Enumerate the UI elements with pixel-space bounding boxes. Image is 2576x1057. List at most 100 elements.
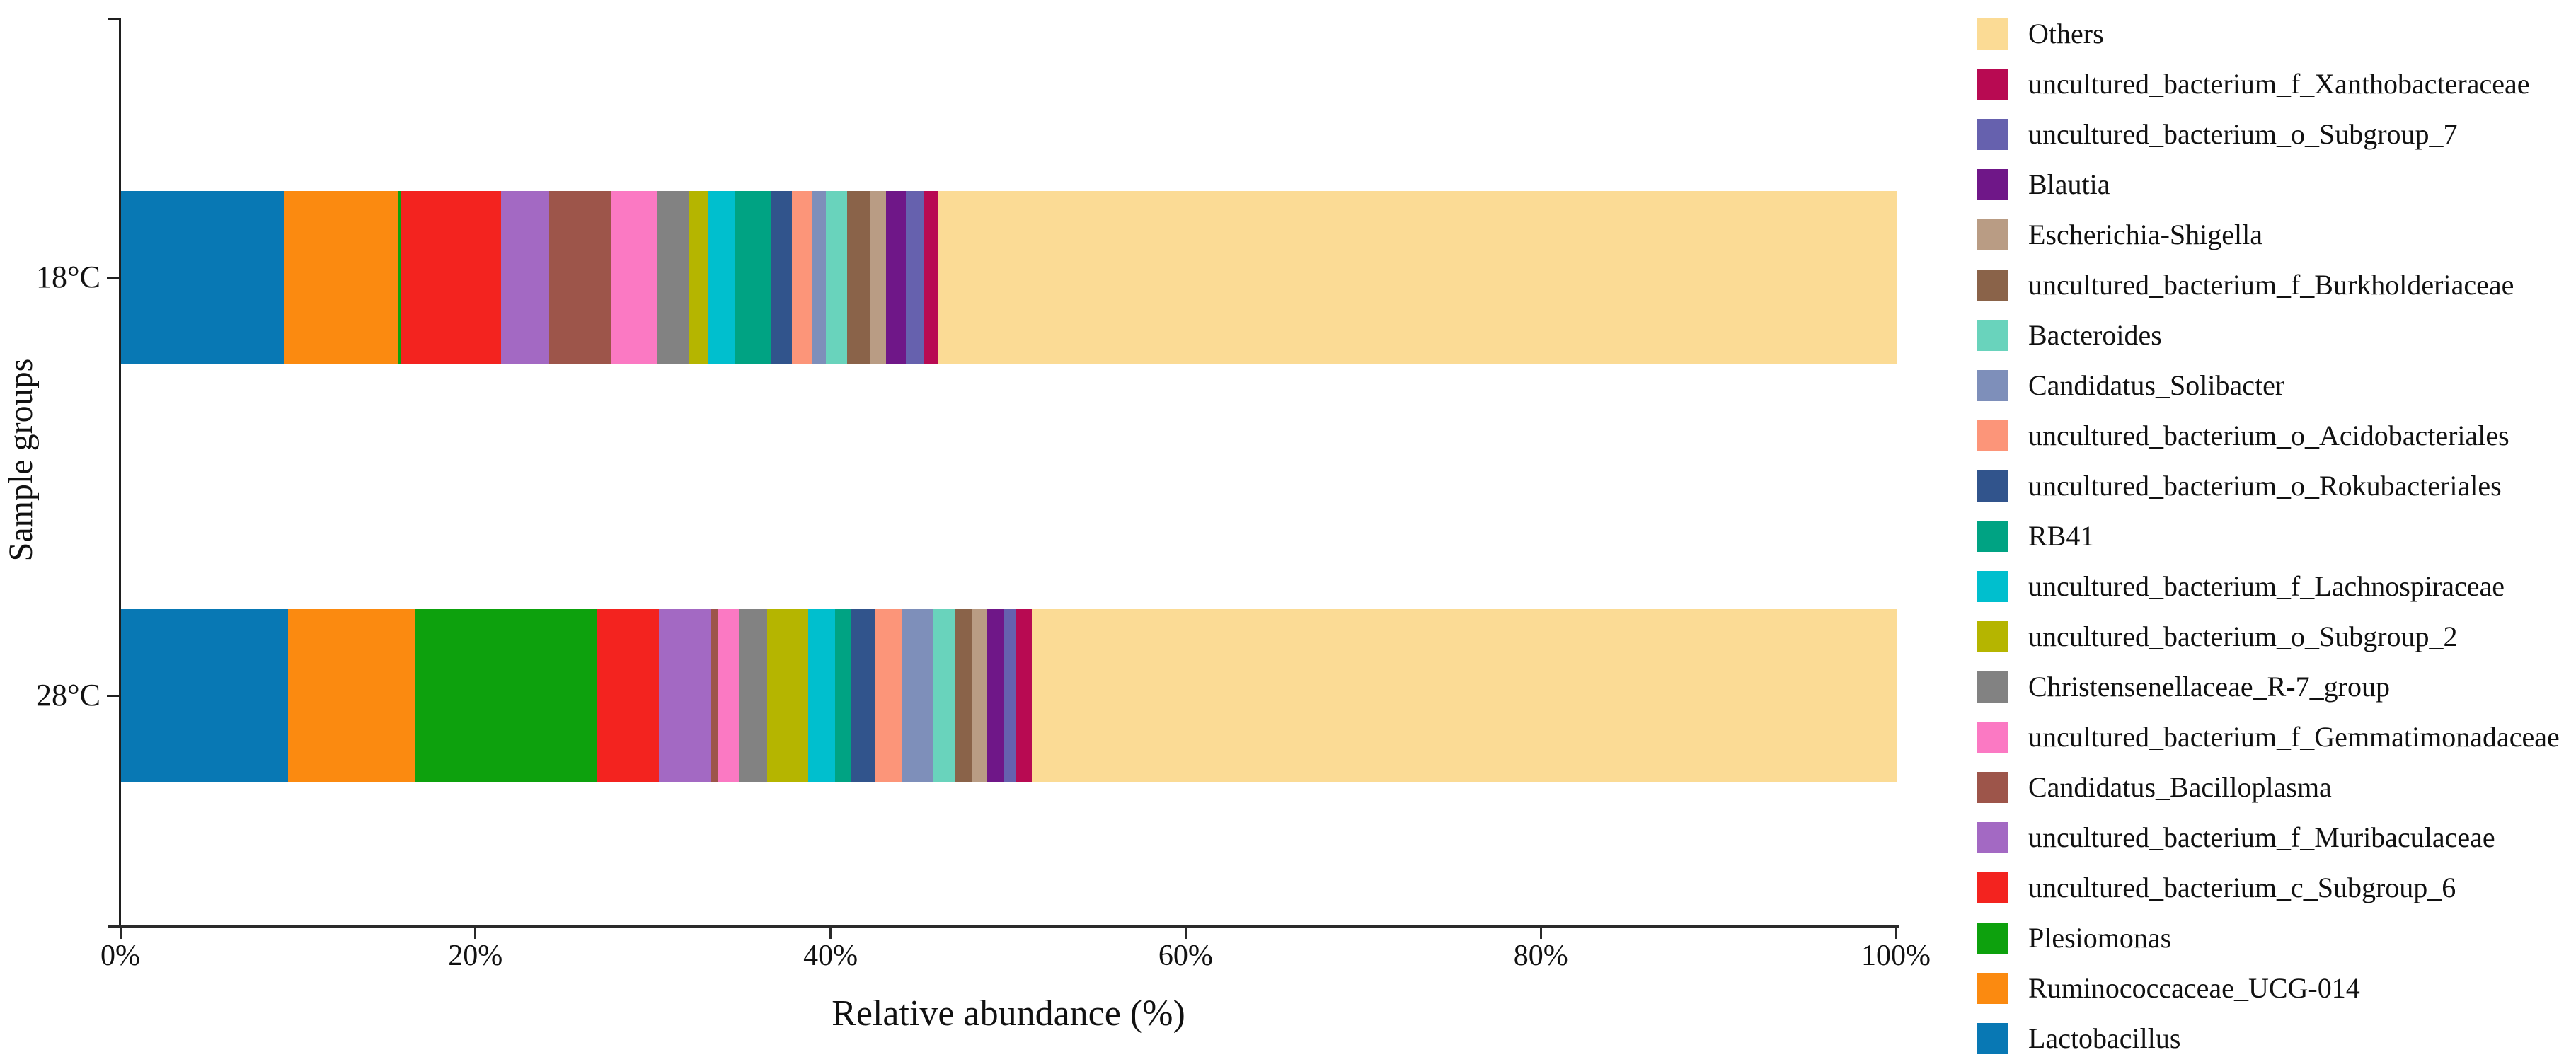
bar-segment-uncultured-bacterium-o-acidobacteriales [875,609,902,782]
bar-segment-escherichia-shigella [870,191,887,364]
y-tick-label-18-c: 18°C [36,260,100,294]
legend-label: uncultured_bacterium_o_Subgroup_7 [2028,117,2458,150]
bar-segment-uncultured-bacterium-o-acidobacteriales [792,191,812,364]
legend-item-uncultured-bacterium-o-acidobacteriales: uncultured_bacterium_o_Acidobacteriales [1977,410,2560,461]
x-axis-line [108,925,1899,928]
legend-swatch-escherichia-shigella [1977,219,2008,250]
bar-segment-blautia [987,609,1004,782]
legend-label: uncultured_bacterium_c_Subgroup_6 [2028,871,2456,903]
bar-segment-others [937,191,1897,364]
legend-swatch-uncultured-bacterium-o-subgroup-2 [1977,620,2008,652]
x-tick-label-60: 60% [1158,940,1213,972]
legend-item-lactobacillus: Lactobacillus [1977,1013,2560,1057]
legend-item-ruminococcaceae-ucg-014: Ruminococcaceae_UCG-014 [1977,963,2560,1013]
bar-row-18-c [121,191,1897,364]
legend-swatch-christensenellaceae-r-7-group [1977,671,2008,703]
legend-label: Blautia [2028,168,2110,200]
bar-segment-uncultured-bacterium-o-subgroup-7 [1003,609,1016,782]
x-tick-label-100: 100% [1861,940,1931,972]
bar-segment-ruminococcaceae-ucg-014 [287,609,416,782]
legend-label: Plesiomonas [2028,921,2172,954]
legend-label: RB41 [2028,519,2095,552]
legend-label: Bacteroides [2028,318,2162,351]
legend-item-others: Others [1977,8,2560,59]
legend-item-uncultured-bacterium-f-lachnospiraceae: uncultured_bacterium_f_Lachnospiraceae [1977,561,2560,611]
bar-segment-candidatus-solibacter [902,609,933,782]
bar-segment-lactobacillus [121,609,288,782]
legend-label: uncultured_bacterium_o_Rokubacteriales [2028,469,2502,502]
bar-segment-rb41 [834,609,851,782]
legend-swatch-uncultured-bacterium-f-muribaculaceae [1977,821,2008,853]
bar-segment-candidatus-solibacter [811,191,826,364]
legend-label: Ruminococcaceae_UCG-014 [2028,971,2360,1004]
x-tick-40 [829,928,832,939]
bar-segment-blautia [886,191,906,364]
x-tick-label-80: 80% [1513,940,1568,972]
legend-item-christensenellaceae-r-7-group: Christensenellaceae_R-7_group [1977,662,2560,712]
legend-item-plesiomonas: Plesiomonas [1977,913,2560,963]
bar-segment-uncultured-bacterium-f-burkholderiaceae [847,191,870,364]
x-tick-80 [1539,928,1542,939]
bar-segment-uncultured-bacterium-f-gemmatimonadaceae [611,191,657,364]
legend-swatch-plesiomonas [1977,922,2008,954]
legend-swatch-uncultured-bacterium-o-acidobacteriales [1977,420,2008,451]
bar-segment-uncultured-bacterium-f-muribaculaceae [500,191,549,364]
bar-segment-uncultured-bacterium-f-lachnospiraceae [807,609,835,782]
legend-label: Others [2028,17,2104,50]
bar-segment-candidatus-bacilloplasma [548,191,611,364]
bar-segment-uncultured-bacterium-f-burkholderiaceae [955,609,972,782]
bar-segment-uncultured-bacterium-f-xanthobacteraceae [1016,609,1032,782]
bar-segment-uncultured-bacterium-o-subgroup-7 [905,191,924,364]
legend-item-escherichia-shigella: Escherichia-Shigella [1977,209,2560,260]
bar-segment-plesiomonas [415,609,597,782]
legend-label: uncultured_bacterium_f_Gemmatimonadaceae [2028,720,2560,753]
legend-item-uncultured-bacterium-c-subgroup-6: uncultured_bacterium_c_Subgroup_6 [1977,862,2560,913]
x-tick-0 [119,928,122,939]
legend-swatch-candidatus-bacilloplasma [1977,771,2008,803]
bar-segment-uncultured-bacterium-o-subgroup-2 [689,191,709,364]
bar-segment-ruminococcaceae-ucg-014 [284,191,398,364]
bar-segment-uncultured-bacterium-f-gemmatimonadaceae [717,609,740,782]
bar-segment-uncultured-bacterium-o-rokubacteriales [851,609,876,782]
bar-segment-plesiomonas [398,191,402,364]
legend-item-bacteroides: Bacteroides [1977,310,2560,360]
legend-item-uncultured-bacterium-f-burkholderiaceae: uncultured_bacterium_f_Burkholderiaceae [1977,260,2560,310]
legend-item-uncultured-bacterium-f-muribaculaceae: uncultured_bacterium_f_Muribaculaceae [1977,812,2560,862]
bar-segment-bacteroides [932,609,956,782]
bar-segment-uncultured-bacterium-f-xanthobacteraceae [923,191,938,364]
legend-swatch-uncultured-bacterium-f-burkholderiaceae [1977,269,2008,301]
legend-label: uncultured_bacterium_f_Muribaculaceae [2028,821,2495,853]
legend-swatch-candidatus-solibacter [1977,369,2008,401]
bar-segment-uncultured-bacterium-o-subgroup-2 [767,609,808,782]
bar-segment-christensenellaceae-r-7-group [739,609,768,782]
legend-swatch-blautia [1977,168,2008,200]
x-tick-label-40: 40% [803,940,858,972]
y-tick-28-c [107,694,120,697]
legend-item-candidatus-bacilloplasma: Candidatus_Bacilloplasma [1977,762,2560,812]
bar-segment-uncultured-bacterium-o-rokubacteriales [771,191,793,364]
legend-item-uncultured-bacterium-f-xanthobacteraceae: uncultured_bacterium_f_Xanthobacteraceae [1977,59,2560,109]
legend-swatch-others [1977,18,2008,50]
x-tick-20 [474,928,477,939]
legend-item-uncultured-bacterium-o-subgroup-2: uncultured_bacterium_o_Subgroup_2 [1977,611,2560,662]
bar-segment-uncultured-bacterium-f-muribaculaceae [659,609,711,782]
legend-swatch-uncultured-bacterium-f-lachnospiraceae [1977,570,2008,602]
bar-segment-rb41 [735,191,771,364]
x-tick-label-0: 0% [100,940,140,972]
legend-label: Candidatus_Solibacter [2028,369,2285,401]
y-axis-title: Sample groups [2,358,40,562]
legend-label: uncultured_bacterium_f_Burkholderiaceae [2028,268,2514,301]
y-tick-18-c [107,276,120,279]
legend-swatch-lactobacillus [1977,1022,2008,1054]
legend-label: uncultured_bacterium_f_Xanthobacteraceae [2028,67,2530,100]
legend-label: uncultured_bacterium_o_Acidobacteriales [2028,419,2509,451]
legend-swatch-ruminococcaceae-ucg-014 [1977,972,2008,1004]
legend-label: Christensenellaceae_R-7_group [2028,670,2390,703]
legend-label: uncultured_bacterium_f_Lachnospiraceae [2028,570,2505,602]
legend-label: Candidatus_Bacilloplasma [2028,770,2332,803]
bar-row-28-c [121,609,1897,782]
bar-segment-escherichia-shigella [971,609,988,782]
bar-segment-christensenellaceae-r-7-group [657,191,689,364]
bar-segment-uncultured-bacterium-f-lachnospiraceae [708,191,736,364]
